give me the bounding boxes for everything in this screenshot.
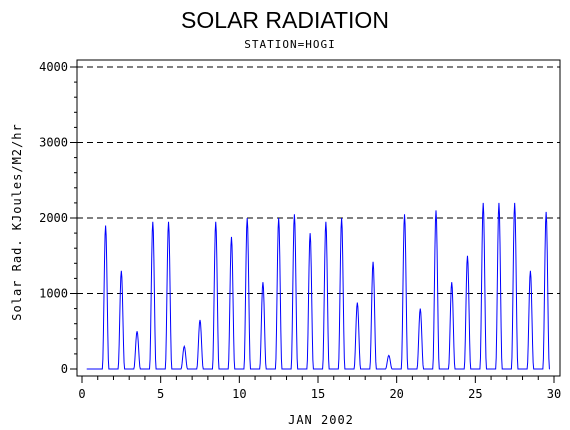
y-tick-label: 3000 bbox=[39, 136, 68, 150]
x-tick-label: 25 bbox=[468, 387, 482, 401]
y-tick-label: 1000 bbox=[39, 287, 68, 301]
y-tick-label: 2000 bbox=[39, 211, 68, 225]
x-tick-label: 0 bbox=[78, 387, 85, 401]
x-tick-label: 15 bbox=[311, 387, 325, 401]
x-tick-label: 10 bbox=[232, 387, 246, 401]
series-line bbox=[86, 202, 550, 370]
x-tick-label: 20 bbox=[389, 387, 403, 401]
x-tick-label: 30 bbox=[547, 387, 561, 401]
series-layer bbox=[86, 202, 550, 370]
y-axis-label: Solar Rad. KJoules/M2/hr bbox=[10, 123, 24, 320]
chart-title: SOLAR RADIATION bbox=[181, 7, 389, 33]
chart-subtitle: STATION=HOGI bbox=[244, 38, 335, 51]
x-axis: 0 5 10 15 20 25 30 bbox=[78, 376, 561, 401]
y-tick-label: 0 bbox=[61, 362, 68, 376]
x-axis-label: JAN 2002 bbox=[288, 413, 354, 427]
y-tick-label: 4000 bbox=[39, 60, 68, 74]
x-tick-label: 5 bbox=[157, 387, 164, 401]
grid-lines bbox=[77, 66, 560, 294]
y-axis: 0 1000 2000 3000 4000 bbox=[39, 60, 77, 376]
